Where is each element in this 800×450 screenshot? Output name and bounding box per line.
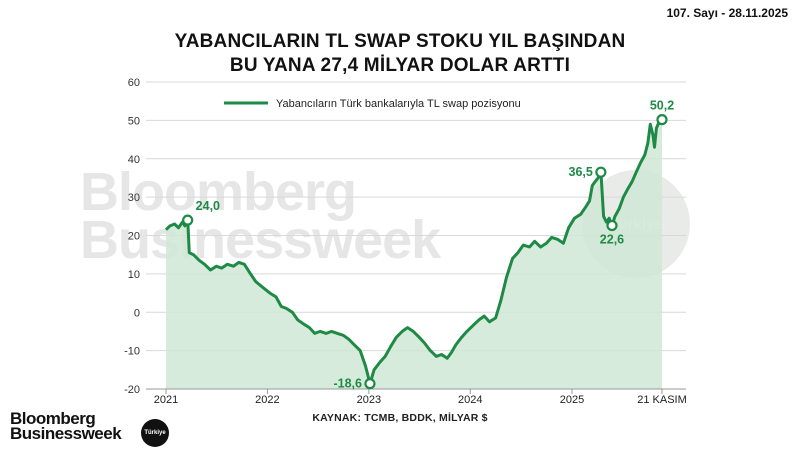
y-tick-label: 40 [128, 154, 140, 166]
brand-logo: Bloomberg Businessweek [10, 409, 122, 443]
brand-line1: Bloomberg [10, 409, 96, 428]
annotation-label: -18,6 [333, 377, 362, 391]
series-line [164, 118, 663, 386]
series-area [166, 119, 662, 389]
y-tick-label: -20 [124, 384, 140, 396]
title-line-2: BU YANA 27,4 MİLYAR DOLAR ARTTI [229, 55, 571, 76]
annotation-marker [364, 378, 376, 390]
annotation-label: 50,2 [650, 99, 674, 113]
y-tick-label: 0 [134, 307, 140, 319]
annotation-marker [656, 114, 668, 126]
annotation-marker [606, 219, 618, 232]
annotation-label: 24,0 [196, 199, 220, 213]
y-tick-label: 20 [128, 231, 140, 243]
x-tick-label: 2025 [560, 394, 584, 406]
chart-title: YABANCILARIN TL SWAP STOKU YIL BAŞINDAN … [0, 30, 800, 78]
y-tick-label: -10 [124, 346, 140, 358]
source-note: KAYNAK: TCMB, BDDK, MİLYAR $ [312, 412, 488, 424]
x-tick-label: 2023 [357, 394, 381, 406]
legend-label: Yabancıların Türk bankalarıyla TL swap p… [276, 98, 521, 110]
y-tick-label: 60 [128, 77, 140, 89]
annotation-label: 22,6 [600, 233, 624, 247]
annotation-label: 36,5 [569, 165, 593, 179]
watermark-line1: Bloomberg [80, 162, 357, 222]
x-tick-label: 2024 [458, 394, 482, 406]
x-tick-label: 2022 [255, 394, 279, 406]
watermark-wordmark: Bloomberg Businessweek [80, 162, 441, 270]
title-line-1: YABANCILARIN TL SWAP STOKU YIL BAŞINDAN [174, 31, 626, 52]
y-tick-label: 10 [128, 269, 140, 281]
issue-label: 107. Sayı - 28.11.2025 [666, 6, 788, 20]
y-tick-label: 30 [128, 192, 140, 204]
annotation-marker [182, 214, 194, 226]
brand-line2: Businessweek [10, 424, 122, 443]
watermark-line2: Businessweek [80, 210, 441, 270]
x-tick-label: 2021 [154, 394, 178, 406]
y-tick-label: 50 [128, 115, 140, 127]
annotation-marker [595, 166, 607, 178]
x-tick-label: 21 KASIM [637, 394, 687, 406]
brand-badge: Türkiye [141, 419, 169, 447]
